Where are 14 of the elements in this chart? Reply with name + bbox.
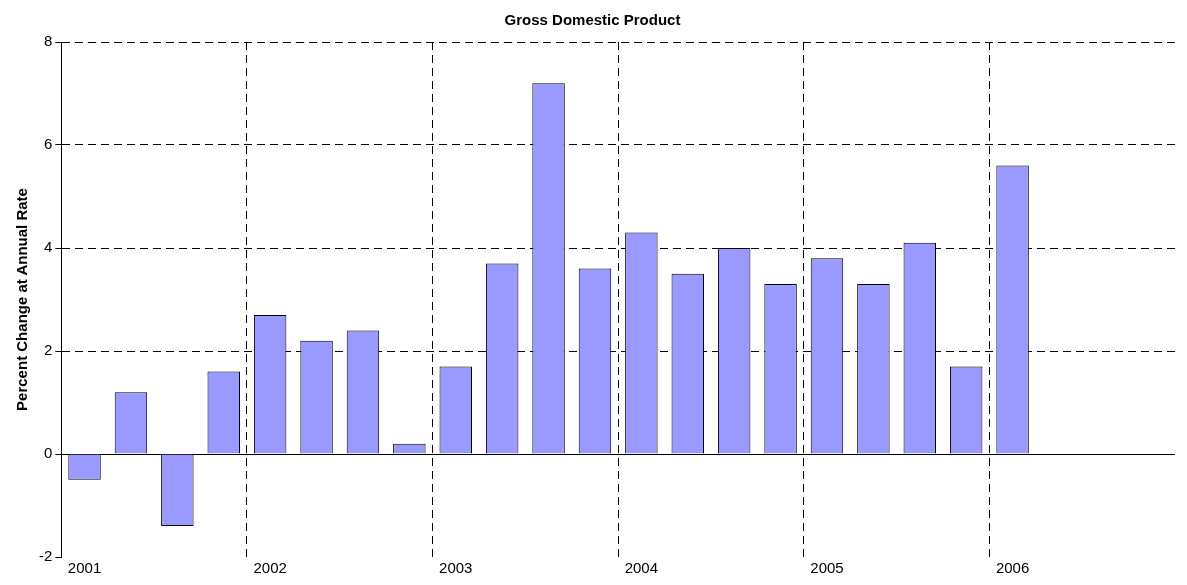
y-tick-label: 8 xyxy=(43,32,53,50)
x-tick-label: 2004 xyxy=(624,559,659,577)
x-tick-label: 2005 xyxy=(810,559,844,577)
x-tick-label: 2002 xyxy=(253,559,287,577)
x-tick-label: 2006 xyxy=(995,559,1030,577)
y-axis-title: Percent Change at Annual Rate xyxy=(13,188,31,411)
y-tick-label: 4 xyxy=(43,238,53,256)
y-tick-label: -2 xyxy=(38,547,53,565)
y-tick-label: 2 xyxy=(43,341,53,359)
y-tick-label: 6 xyxy=(43,135,53,153)
chart-title: Gross Domestic Product xyxy=(504,11,681,29)
x-tick-label: 2001 xyxy=(67,559,102,577)
x-tick-label: 2003 xyxy=(439,559,473,577)
y-tick-label: 0 xyxy=(43,444,53,462)
